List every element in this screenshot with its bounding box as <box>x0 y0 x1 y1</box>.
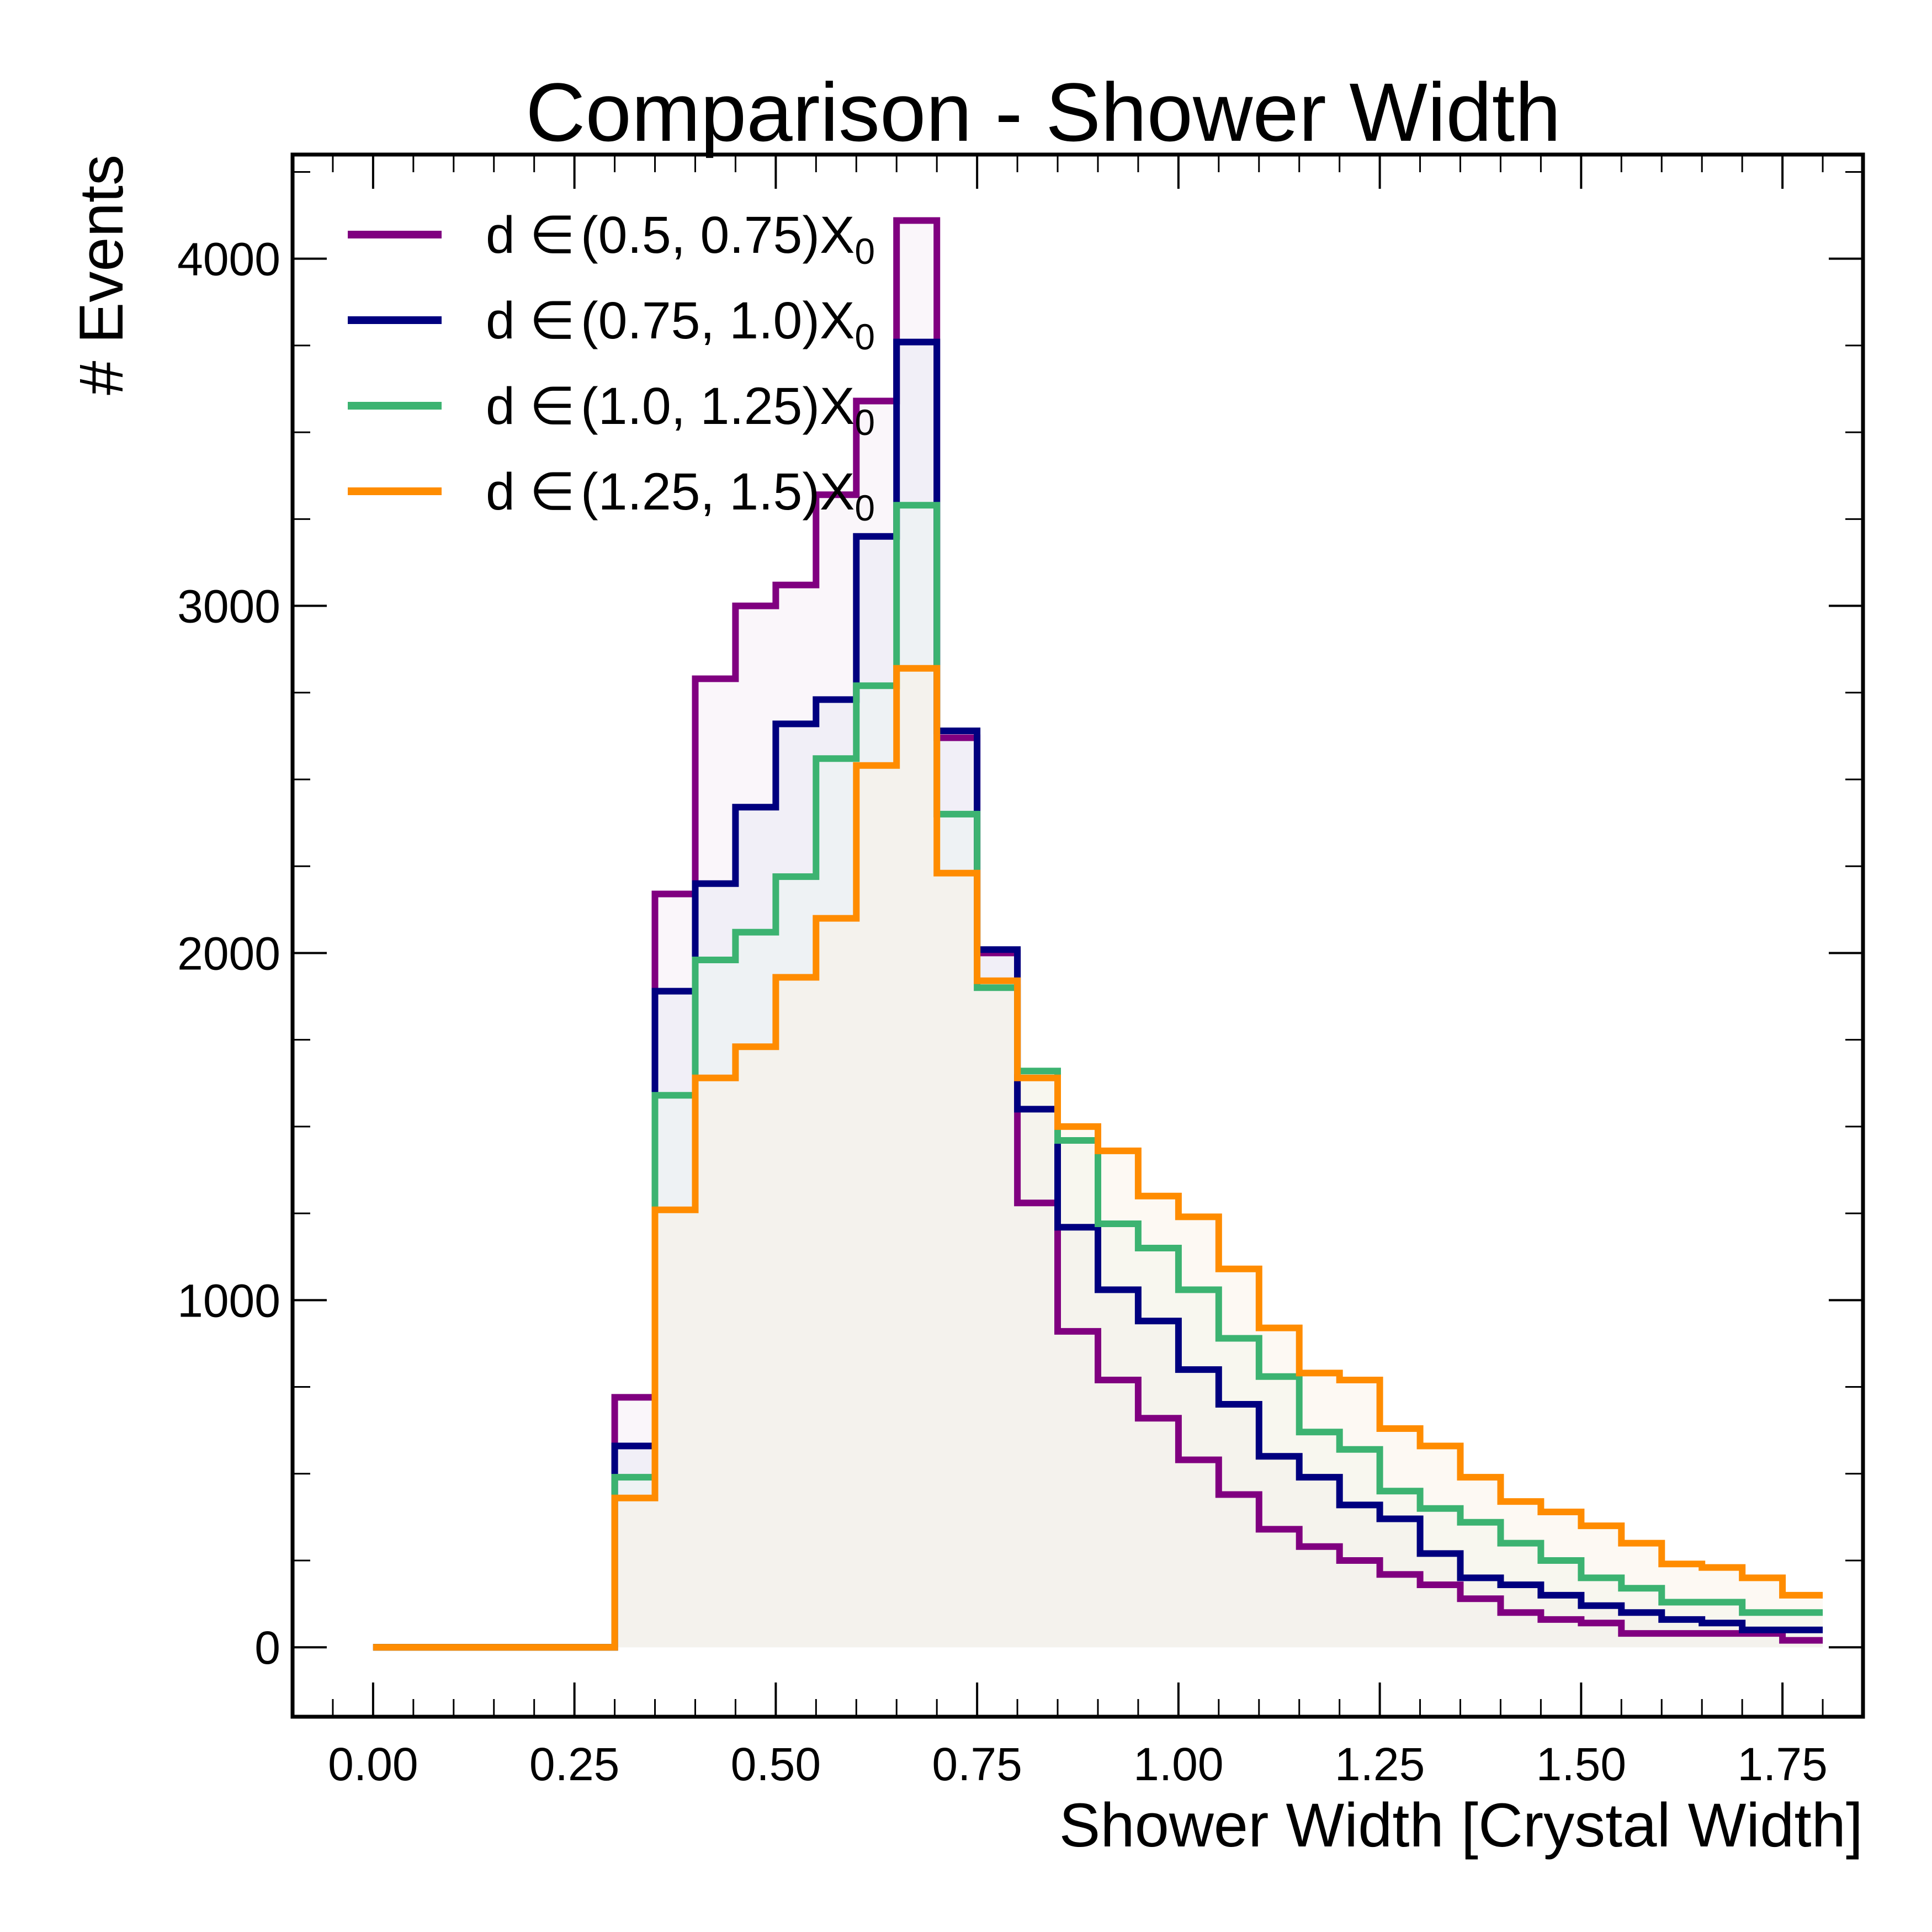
legend-entry: d ∈ (0.5, 0.75)X0 <box>348 206 875 272</box>
x-tick-label: 1.25 <box>1335 1738 1425 1790</box>
x-tick-label: 0.75 <box>932 1738 1022 1790</box>
series-fill-0 <box>373 220 1823 1648</box>
legend-entry: d ∈ (0.75, 1.0)X0 <box>348 291 875 357</box>
legend-label: d ∈ (0.75, 1.0)X0 <box>486 291 875 357</box>
x-axis-label: Shower Width [Crystal Width] <box>1059 1791 1863 1860</box>
series-fill-1 <box>373 342 1823 1648</box>
series-line-3 <box>373 665 1823 1651</box>
x-tick-label: 0.00 <box>328 1738 418 1790</box>
legend-label: d ∈ (1.25, 1.5)X0 <box>486 463 875 528</box>
y-tick-label: 4000 <box>177 233 280 285</box>
legend-entry: d ∈ (1.25, 1.5)X0 <box>348 463 875 528</box>
y-tick-label: 0 <box>254 1622 280 1674</box>
y-tick-label: 2000 <box>177 927 280 979</box>
plot-area: 0.00 0.25 0.50 0.75 1.00 1.25 1.50 1.75 0 1000 200… <box>177 152 1865 1790</box>
x-tick-label: 1.75 <box>1737 1738 1828 1790</box>
y-tick-label: 1000 <box>177 1275 280 1326</box>
y-tick-label: 3000 <box>177 581 280 633</box>
x-tick-label: 0.25 <box>529 1738 620 1790</box>
chart-title: Comparison - Shower Width <box>526 66 1561 158</box>
series-line-2 <box>373 502 1823 1651</box>
series-line-0 <box>373 217 1823 1651</box>
series-line-1 <box>373 338 1823 1651</box>
x-tick-label: 1.00 <box>1133 1738 1224 1790</box>
legend-label: d ∈ (1.0, 1.25)X0 <box>486 377 875 443</box>
y-axis-label: # Events <box>67 155 136 395</box>
legend-label: d ∈ (0.5, 0.75)X0 <box>486 206 875 272</box>
legend-entry: d ∈ (1.0, 1.25)X0 <box>348 377 875 443</box>
legend: d ∈ (0.5, 0.75)X0 d ∈ (0.75, 1.0)X0 d ∈ (1.0,… <box>348 206 875 528</box>
x-tick-label: 0.50 <box>731 1738 821 1790</box>
x-tick-label: 1.50 <box>1536 1738 1627 1790</box>
series-fill-2 <box>373 505 1823 1648</box>
plot-frame <box>290 152 1865 1719</box>
